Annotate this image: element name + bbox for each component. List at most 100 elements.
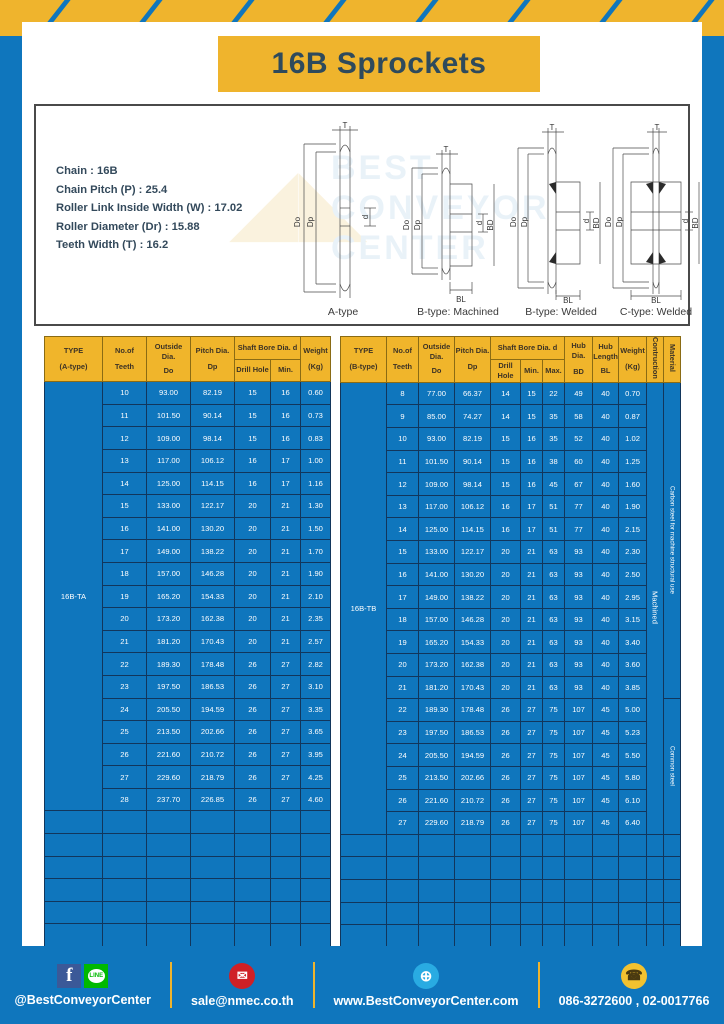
cell-kg: 0.87 (618, 404, 648, 429)
cell-min: 16 (269, 426, 302, 450)
cell-empty (234, 810, 271, 835)
cell-kg: 1.16 (300, 471, 332, 496)
cell-min: 15 (520, 381, 543, 406)
cell-empty (490, 901, 521, 926)
cell-do: 197.50 (418, 720, 455, 745)
cell-kg: 1.02 (618, 427, 648, 451)
cell-empty (618, 856, 648, 880)
svg-text:d: d (582, 219, 591, 223)
cell-empty (454, 924, 491, 948)
cell-empty (234, 923, 271, 948)
table-row-empty (340, 924, 682, 948)
cell-min: 21 (269, 516, 302, 541)
footer-email[interactable]: ✉ sale@nmec.co.th (181, 962, 304, 1008)
cell-bl: 40 (592, 404, 620, 429)
footer-social[interactable]: f LINE @BestConveyorCenter (5, 963, 162, 1007)
table-row: 28 237.70 226.85 26 27 4.60 (45, 787, 332, 812)
chevron-shape (145, 0, 249, 22)
cell-empty (102, 900, 147, 925)
line-icon[interactable]: LINE (84, 963, 109, 988)
cell-do: 93.00 (418, 427, 455, 451)
chevron-shape (53, 0, 157, 22)
phone-icon[interactable]: ☎ (620, 962, 647, 989)
cell-empty (520, 901, 543, 926)
table-row: 10 93.00 82.19 15 16 35 52 40 1.02 (341, 427, 681, 451)
cell-do: 109.00 (418, 472, 455, 496)
svg-text:BD: BD (592, 217, 601, 228)
th-a-teeth-l1: No.of (115, 346, 134, 356)
cell-kg: 1.70 (300, 539, 332, 563)
th-b-pd-l2: Dp (467, 362, 478, 372)
table-row: 18 157.00 146.28 20 21 63 93 40 3.15 (341, 607, 681, 632)
cell-do: 229.60 (418, 811, 455, 835)
cell-drill: 20 (234, 516, 271, 541)
cell-empty (386, 878, 419, 903)
cell-drill: 15 (234, 381, 271, 405)
table-row: 25 213.50 202.66 26 27 75 107 45 5.80 (341, 765, 681, 790)
cell-drill: 26 (490, 743, 521, 767)
cell-empty (541, 833, 566, 858)
chevron-shape (605, 0, 709, 22)
table-b-body: 16B-TB 8 77.00 66.37 14 15 22 49 40 0.70 Machined C… (340, 381, 682, 948)
svg-text:T: T (550, 123, 555, 132)
mail-icon[interactable]: ✉ (229, 962, 256, 989)
cell-do: 149.00 (146, 539, 191, 563)
cell-empty (592, 924, 620, 948)
footer-phone[interactable]: ☎ 086-3272600 , 02-0017766 (549, 962, 720, 1008)
cell-do: 93.00 (146, 381, 191, 405)
cell-kg: 0.73 (300, 403, 332, 428)
cell-dp: 138.22 (190, 539, 235, 563)
document-page: 16B Sprockets ◢◣ BEST CONVEYOR CENTER Ch… (22, 22, 702, 948)
table-row: 16 141.00 130.20 20 21 1.50 (45, 516, 332, 541)
cell-empty (386, 901, 419, 926)
table-row: 20 173.20 162.38 20 21 2.35 (45, 607, 332, 631)
chevron-shape (237, 0, 341, 22)
facebook-icon[interactable]: f (57, 963, 82, 988)
cell-empty (146, 810, 191, 835)
cell-max: 63 (541, 653, 566, 677)
cell-drill: 20 (490, 607, 521, 632)
th-a-od-l1: Outside (154, 342, 183, 352)
cell-dp: 202.66 (454, 765, 491, 790)
table-row: 14 125.00 114.15 16 17 51 77 40 2.15 (341, 517, 681, 542)
cell-empty (592, 833, 620, 858)
cell-bl: 40 (592, 472, 620, 496)
cell-empty (418, 878, 455, 903)
cell-teeth: 27 (102, 765, 147, 789)
cell-empty (44, 878, 103, 902)
svg-text:d: d (361, 215, 370, 219)
footer-website[interactable]: ⊕ www.BestConveyorCenter.com (324, 962, 529, 1008)
cell-kg: 1.25 (618, 449, 648, 474)
cell-empty (340, 878, 387, 903)
cell-drill: 15 (490, 472, 521, 496)
cell-bl: 40 (592, 494, 620, 519)
cell-empty (541, 856, 566, 880)
cell-kg: 2.35 (300, 607, 332, 631)
cell-kg: 3.15 (618, 607, 648, 632)
cell-dp: 106.12 (190, 448, 235, 473)
th-b-type-l1: TYPE (353, 346, 374, 356)
table-row: 17 149.00 138.22 20 21 1.70 (45, 539, 332, 563)
cell-kg: 1.90 (300, 561, 332, 586)
cell-teeth: 20 (102, 607, 147, 631)
cell-empty (618, 833, 648, 858)
globe-icon[interactable]: ⊕ (413, 962, 440, 989)
cell-drill: 16 (490, 517, 521, 542)
cell-dp: 122.17 (190, 494, 235, 518)
cell-drill: 26 (490, 720, 521, 745)
cell-empty (340, 901, 387, 926)
diagram-a-type: Do Dp d T A-type (288, 122, 398, 318)
svg-text:BL: BL (563, 296, 573, 304)
cell-teeth: 18 (102, 561, 147, 586)
cell-max: 75 (541, 720, 566, 745)
cell-min: 21 (520, 607, 543, 632)
table-row: 22 189.30 178.48 26 27 75 107 45 5.00 Common stee… (341, 698, 682, 835)
cell-empty (564, 901, 594, 926)
cell-min: 16 (520, 472, 543, 496)
cell-bd: 107 (564, 720, 594, 745)
cell-min: 27 (269, 652, 302, 676)
table-row-empty (44, 923, 332, 948)
cell-dp: 114.15 (190, 471, 235, 496)
table-row: 20 173.20 162.38 20 21 63 93 40 3.60 (341, 653, 681, 677)
table-row: 18 157.00 146.28 20 21 1.90 (45, 561, 332, 586)
